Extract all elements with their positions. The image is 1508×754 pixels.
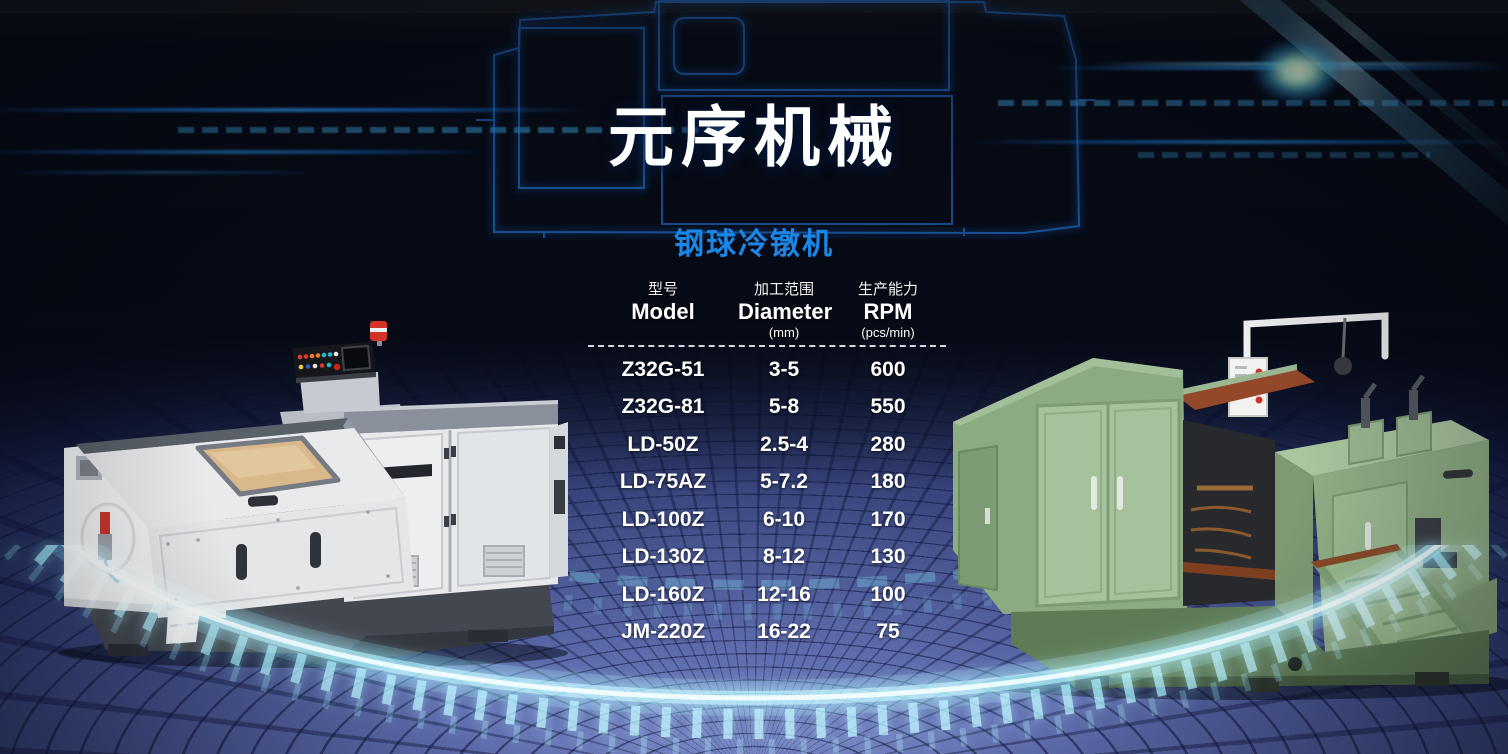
- column-header-unit: (mm): [768, 325, 800, 340]
- section-subtitle: 钢球冷镦机: [674, 228, 834, 261]
- cell-model: LD-100Z: [621, 507, 705, 531]
- cell-rpm: 600: [870, 357, 906, 381]
- table-row: LD-160Z 12-16 100: [588, 576, 946, 614]
- column-header-zh: 生产能力: [857, 281, 918, 298]
- spec-table-header: 型号 Model 加工范围 Diameter (mm) 生产能力 RPM (pc…: [588, 281, 946, 341]
- spec-table-rows: Z32G-51 3-5 600 Z32G-81 5-8 550 LD-50Z 2.5-4 280…: [588, 351, 946, 651]
- column-header-en: Diameter: [738, 299, 833, 324]
- page-title: 元序机械: [608, 100, 900, 174]
- cell-model: LD-130Z: [621, 545, 705, 569]
- cell-model: LD-50Z: [627, 432, 699, 456]
- column-header-model: 型号 Model: [588, 281, 738, 341]
- cell-diameter: 2.5-4: [760, 432, 808, 456]
- column-header-zh: 加工范围: [753, 281, 814, 298]
- cell-diameter: 12-16: [757, 582, 811, 606]
- table-row: JM-220Z 16-22 75: [588, 614, 946, 652]
- cell-rpm: 170: [870, 507, 906, 531]
- column-header-en: RPM: [863, 299, 913, 324]
- cell-rpm: 75: [876, 620, 900, 644]
- cell-rpm: 550: [870, 395, 906, 419]
- cell-diameter: 8-12: [762, 545, 806, 569]
- cell-diameter: 6-10: [762, 507, 806, 531]
- cell-model: JM-220Z: [620, 620, 706, 644]
- cell-diameter: 16-22: [757, 620, 811, 644]
- table-row: LD-75AZ 5-7.2 180: [588, 464, 946, 502]
- column-header-zh: 型号: [647, 281, 678, 298]
- cell-diameter: 5-8: [768, 395, 800, 419]
- column-header-rpm: 生产能力 RPM (pcs/min): [830, 281, 946, 341]
- table-row: LD-130Z 8-12 130: [588, 539, 946, 577]
- spec-table: 型号 Model 加工范围 Diameter (mm) 生产能力 RPM (pc…: [588, 281, 946, 651]
- cell-model: LD-75AZ: [619, 470, 707, 494]
- cell-rpm: 130: [870, 545, 906, 569]
- table-row: LD-100Z 6-10 170: [588, 501, 946, 539]
- cell-model: Z32G-81: [621, 395, 705, 419]
- cell-rpm: 280: [870, 432, 906, 456]
- header-separator: [588, 345, 946, 347]
- column-header-diameter: 加工范围 Diameter (mm): [738, 281, 833, 341]
- cell-rpm: 180: [870, 470, 906, 494]
- table-row: LD-50Z 2.5-4 280: [588, 426, 946, 464]
- column-header-en: Model: [631, 299, 695, 324]
- cell-model: Z32G-51: [621, 357, 705, 381]
- cell-rpm: 100: [870, 582, 906, 606]
- table-row: Z32G-51 3-5 600: [588, 351, 946, 389]
- cell-model: LD-160Z: [621, 582, 705, 606]
- table-row: Z32G-81 5-8 550: [588, 389, 946, 427]
- column-header-unit: [588, 325, 738, 341]
- column-header-unit: (pcs/min): [861, 325, 915, 340]
- cell-diameter: 3-5: [768, 357, 800, 381]
- cell-diameter: 5-7.2: [760, 470, 808, 494]
